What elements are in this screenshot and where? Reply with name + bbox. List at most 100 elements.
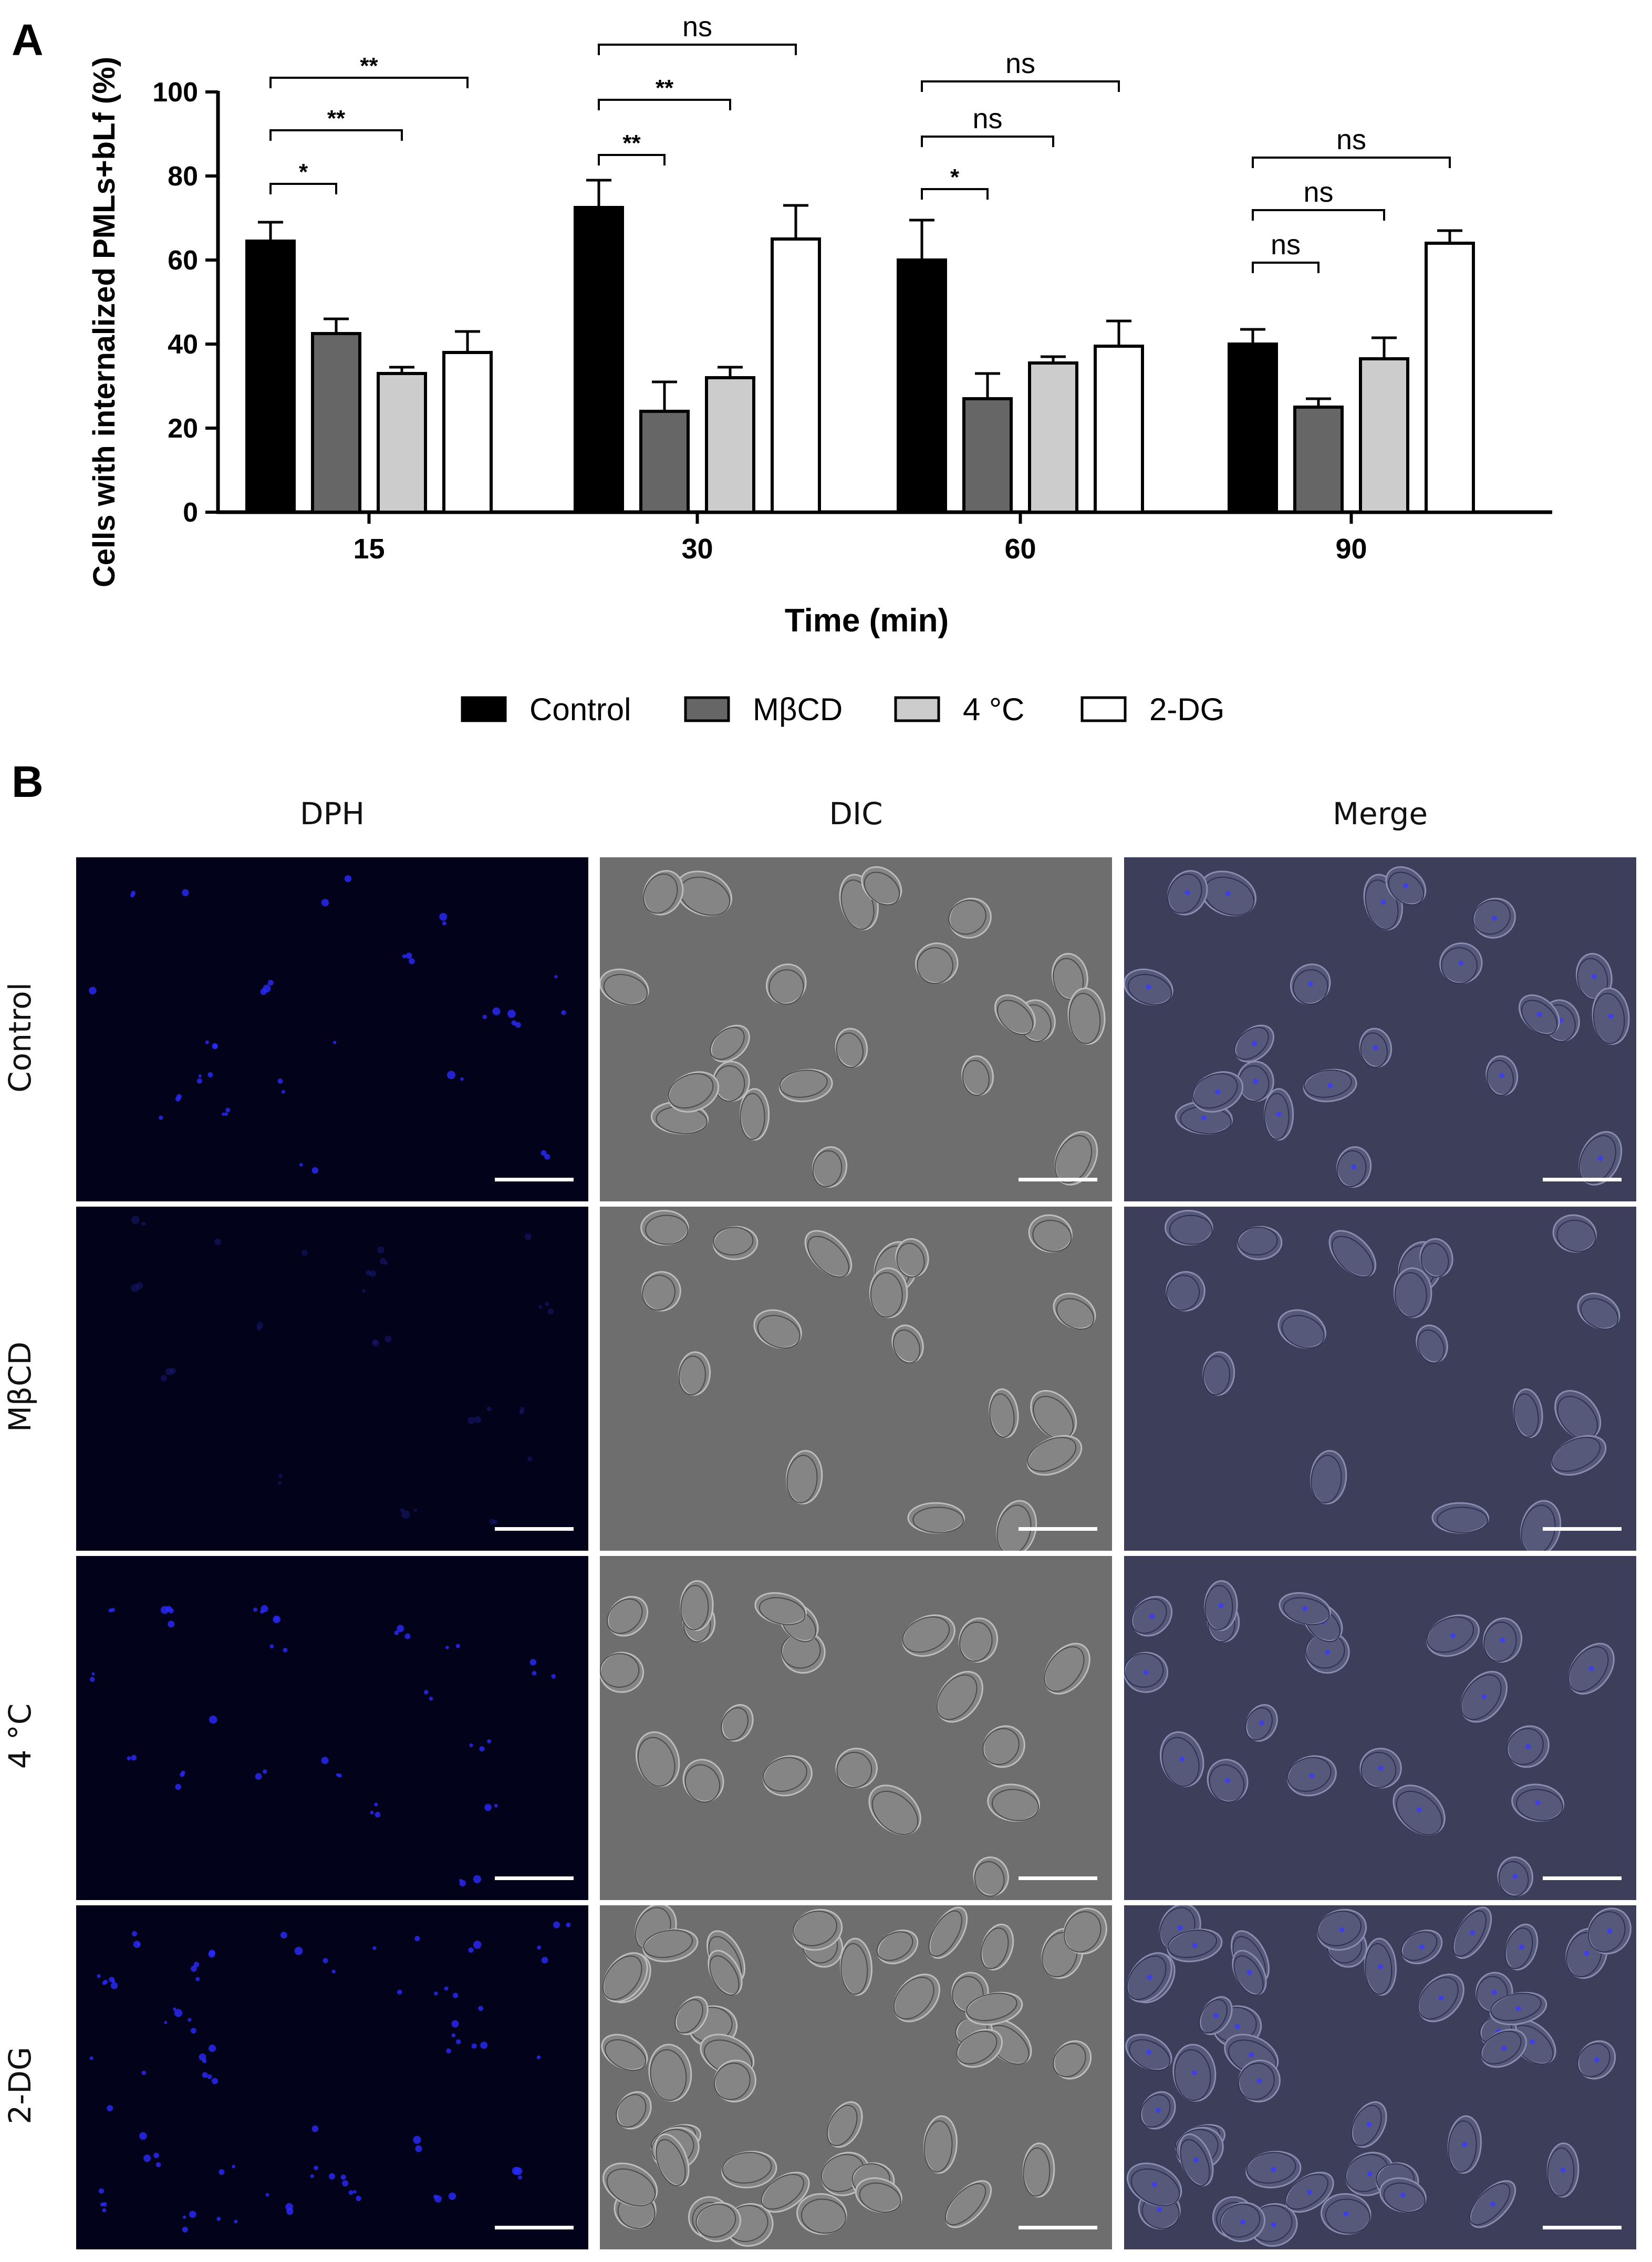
scale-bar [1019,1876,1097,1880]
y-tick-label: 20 [168,413,198,444]
bar [245,240,296,514]
significance-bracket [1252,262,1319,273]
scale-bar [1019,2226,1097,2229]
bar [574,206,624,514]
significance-bracket [921,136,1054,147]
significance-label: ** [622,130,641,156]
legend-swatch [461,696,507,722]
x-tick-label: 30 [681,533,713,565]
scale-bar [495,1876,574,1880]
significance-label: ns [1005,48,1035,79]
micrograph-image [600,866,1106,1188]
micrograph-fluor [76,1207,588,1551]
bar [1028,361,1078,514]
chart-legend: Control MβCD 4 °C 2-DG [461,692,1224,727]
y-tick-label: 80 [168,161,198,192]
row-label-2dg: 2-DG [2,2047,38,2124]
column-header-merge: Merge [1332,796,1428,832]
micrograph-merge [1124,857,1636,1201]
chart-bars [245,179,1475,514]
significance-label: * [950,164,960,190]
x-tick-label: 90 [1335,533,1367,565]
significance-bracket [269,77,469,88]
micrograph-image [1124,866,1630,1188]
significance-bracket [1252,157,1451,168]
micrograph-merge [1124,1556,1636,1900]
bar [897,258,947,514]
bar [962,397,1013,514]
significance-label: ns [682,11,712,43]
y-tick-label: 60 [168,245,198,276]
micrograph-image [1124,1580,1615,1897]
micrograph-image [1125,1905,1632,2247]
bar [1094,345,1144,514]
significance-label: * [299,159,308,185]
bar [1425,242,1475,514]
micrograph-merge [1124,1905,1636,2249]
panel-b-letter: B [12,757,44,806]
micrograph-image [89,1921,571,2233]
legend-label: MβCD [753,692,843,727]
scale-bar [1543,2226,1622,2229]
micrograph-fluor [76,857,588,1201]
bar [311,332,361,514]
row-label-mbcd: MβCD [2,1341,38,1433]
y-tick-label: 40 [168,329,198,360]
micrograph-image [640,1210,1096,1551]
micrograph-dic [600,857,1112,1201]
scale-bar [1543,1876,1622,1880]
bar [377,372,427,514]
scale-bar [495,1178,574,1181]
significance-label: ** [327,106,346,131]
legend-swatch [894,696,940,722]
significance-bracket [269,129,403,141]
significance-label: ns [972,103,1002,134]
micrograph-image [89,875,566,1174]
legend-label: 2-DG [1149,692,1224,727]
significance-label: ns [1336,124,1366,155]
bar [705,376,755,514]
y-tick-label: 100 [152,77,198,108]
scale-bar [1019,1178,1097,1181]
bar [442,351,493,514]
micrograph-image [131,1216,554,1525]
bar [639,410,690,514]
y-axis-title: Cells with internalized PMLs+bLf (%) [87,57,121,587]
legend-swatch [684,696,730,722]
micrograph-dic [600,1905,1112,2249]
bar [1359,357,1409,514]
micrograph-fluor [76,1556,588,1900]
row-label-control: Control [2,982,38,1093]
significance-label: ** [656,75,674,101]
x-tick-label: 60 [1004,533,1036,565]
y-tick-label: 0 [183,497,198,528]
significance-bracket [921,188,989,200]
panel-a-letter: A [12,15,44,65]
scale-bar [1543,1178,1622,1181]
significance-bracket [598,44,797,55]
bar [1228,343,1278,514]
row-label-4c: 4 °C [2,1703,38,1769]
scale-bar [1543,1527,1622,1531]
micrograph-image [1165,1210,1620,1551]
legend-label: 4 °C [963,692,1024,727]
bar [771,237,821,514]
scale-bar [1019,1527,1097,1531]
scale-bar [495,2226,574,2229]
micrograph-fluor [76,1905,588,2249]
significance-bracket [598,154,666,165]
micrograph-image [89,1605,556,1887]
significance-label: ns [1303,177,1333,208]
micrograph-merge [1124,1207,1636,1551]
column-header-dic: DIC [829,796,883,832]
micrograph-dic [600,1207,1112,1551]
micrograph-image [600,1580,1090,1897]
column-header-dph: DPH [299,796,365,832]
significance-bracket [269,183,337,194]
chart-axes: 0 20 40 60 80 100 15 30 60 90 [152,77,1552,565]
bar [1293,406,1344,514]
significance-label: ns [1271,229,1301,261]
significance-bracket [921,80,1120,92]
